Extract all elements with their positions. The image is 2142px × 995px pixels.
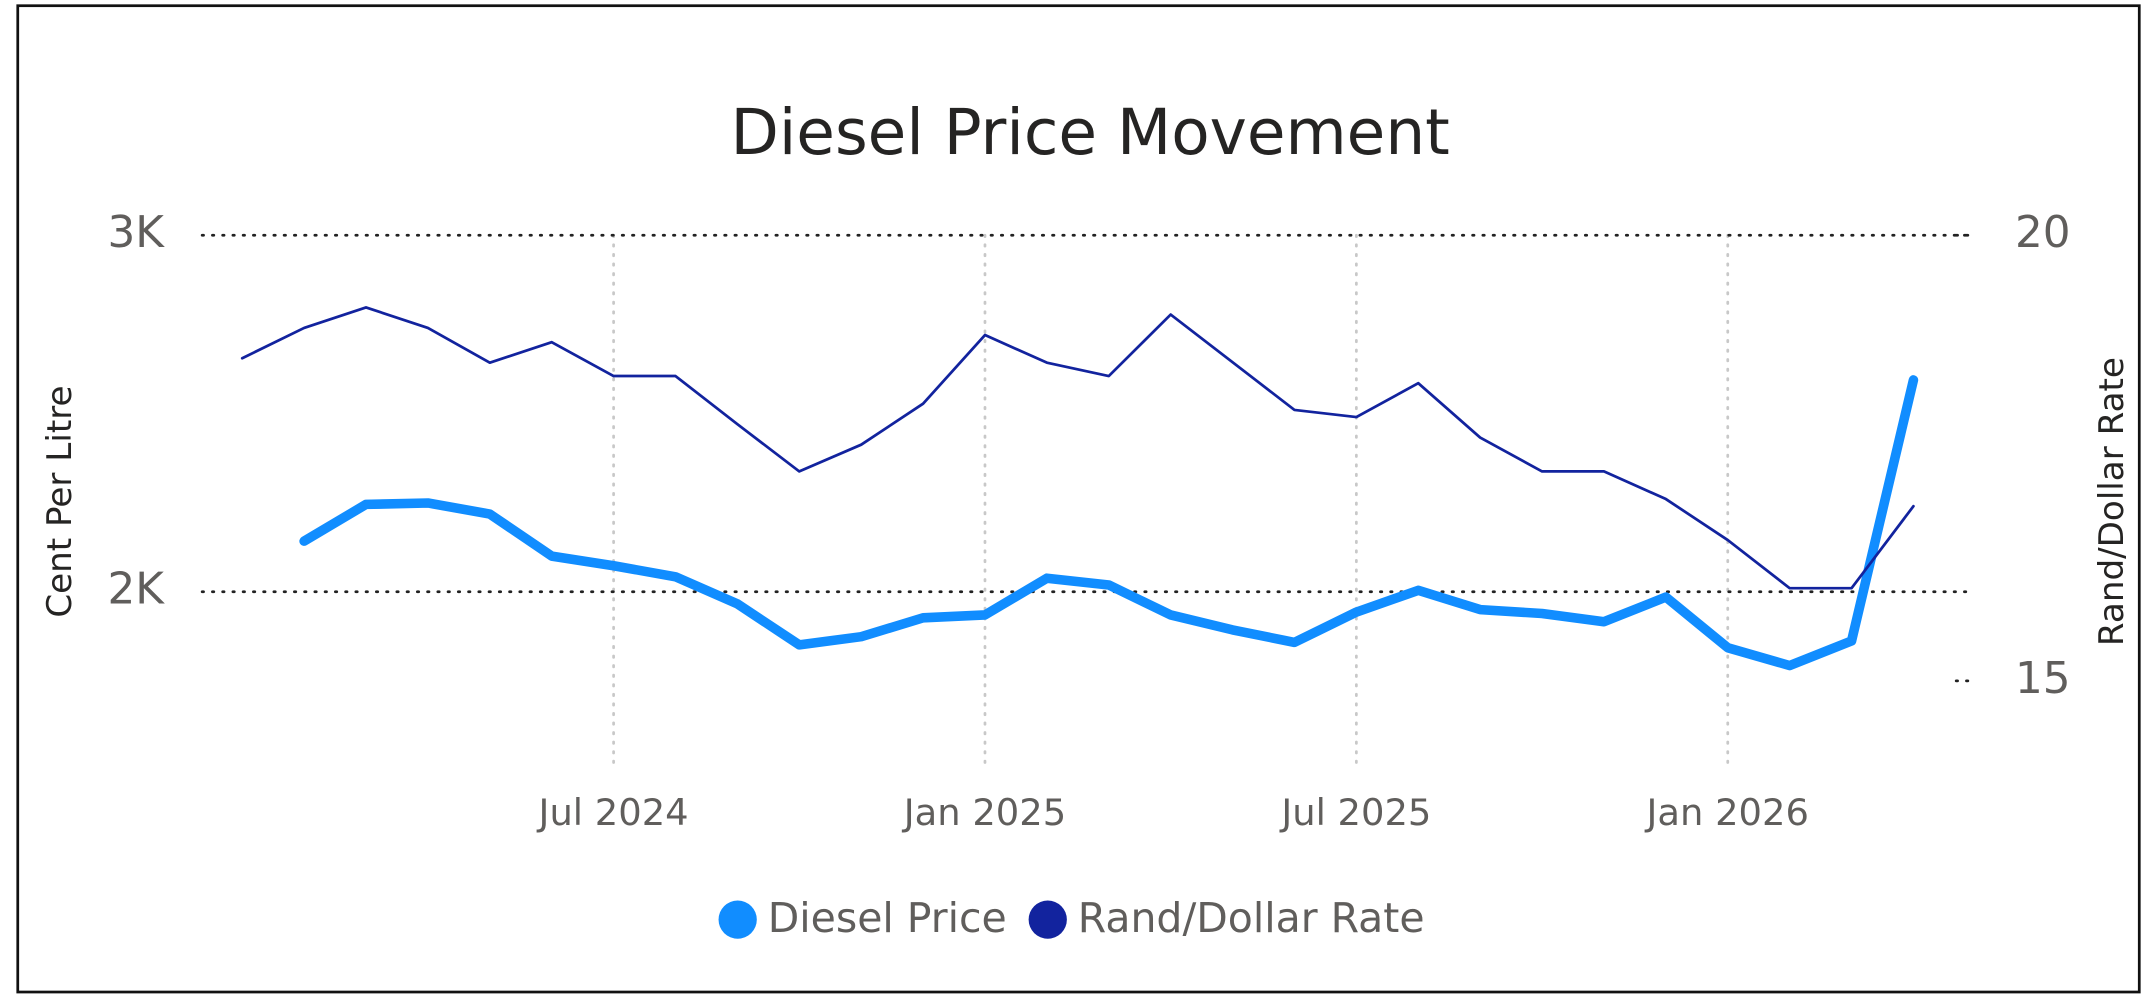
y2-tick-label: 15	[2015, 653, 2071, 704]
series-line	[240, 306, 1915, 590]
legend-swatch	[718, 900, 757, 939]
x-tick-label: Jul 2025	[1279, 791, 1431, 834]
y2-axis-label: Rand/Dollar Rate	[2092, 357, 2132, 646]
x-tick-label: Jan 2025	[902, 791, 1066, 834]
y2-tick-label: 20	[2015, 207, 2071, 258]
chart-title: Diesel Price Movement	[730, 96, 1449, 169]
y-tick-label: 2K	[107, 564, 165, 615]
legend-swatch	[1028, 900, 1067, 939]
legend-label: Rand/Dollar Rate	[1078, 894, 1425, 942]
series-line	[299, 375, 1919, 671]
x-tick-label: Jul 2024	[537, 791, 689, 834]
x-tick-label: Jan 2026	[1645, 791, 1809, 834]
legend-label: Diesel Price	[768, 894, 1007, 942]
y-tick-label: 3K	[107, 207, 165, 258]
y-axis-label: Cent Per Litre	[40, 386, 80, 618]
frame	[16, 4, 2141, 994]
